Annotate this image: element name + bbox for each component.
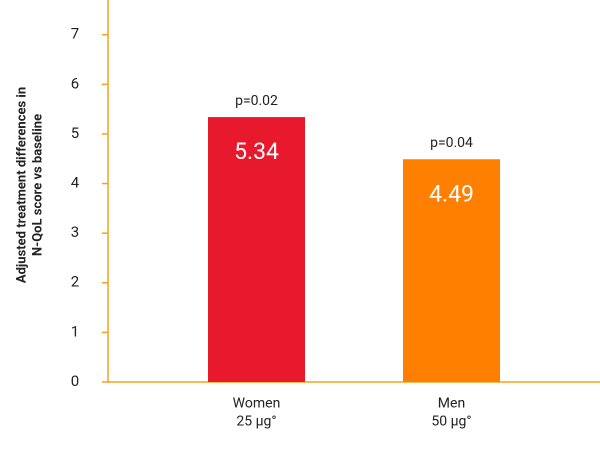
bar (403, 159, 500, 382)
p-value-label: p=0.02 (235, 93, 278, 109)
y-tick-label: 3 (71, 223, 79, 241)
y-tick-label: 2 (71, 273, 79, 291)
y-tick-label: 6 (71, 74, 79, 92)
y-tick-label: 5 (71, 124, 79, 142)
x-tick-label: 50 µg° (431, 414, 471, 430)
p-value-label: p=0.04 (430, 135, 473, 151)
y-tick-label: 4 (71, 174, 80, 192)
y-tick-label: 1 (71, 322, 79, 340)
y-axis-title-line: Adjusted treatment differences in (14, 87, 29, 283)
x-tick-label: 25 µg° (236, 414, 276, 430)
x-tick-label: Women (233, 396, 281, 412)
value-label: 5.34 (234, 138, 279, 165)
bar (208, 117, 305, 383)
x-tick-label: Men (438, 396, 465, 412)
y-tick-label: 7 (71, 25, 79, 43)
y-tick-label: 0 (71, 372, 79, 390)
y-axis-title-line: N-QoL score vs baseline (30, 114, 45, 256)
value-label: 4.49 (429, 180, 474, 207)
y-axis-title: Adjusted treatment differences in N-QoL … (14, 87, 45, 283)
